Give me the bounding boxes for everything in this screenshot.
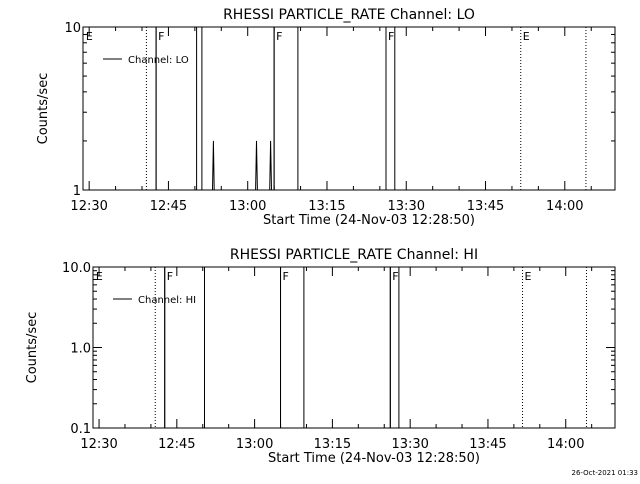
x-tick-label: 13:15 xyxy=(314,437,351,452)
y-axis-label: Counts/sec xyxy=(25,312,40,384)
y-tick-label: 1.0 xyxy=(70,342,91,357)
x-tick-label: 14:00 xyxy=(547,437,584,452)
event-marker-label: F xyxy=(167,270,173,283)
x-axis-label: Start Time (24-Nov-03 12:28:50) xyxy=(268,451,480,466)
event-marker-label: F xyxy=(158,30,164,43)
x-tick-label: 13:00 xyxy=(229,199,266,214)
x-tick-label: 13:15 xyxy=(308,199,345,214)
plot-frame xyxy=(92,266,616,429)
x-tick-label: 13:45 xyxy=(469,437,506,452)
x-tick-label: 12:45 xyxy=(158,437,195,452)
event-marker-label: F xyxy=(392,270,398,283)
x-axis-label: Start Time (24-Nov-03 12:28:50) xyxy=(263,213,475,228)
y-tick-label: 10 xyxy=(64,21,81,36)
event-marker-label: E xyxy=(525,270,532,283)
x-tick-label: 13:30 xyxy=(388,199,425,214)
legend-label: Channel: LO xyxy=(128,55,189,66)
series-line xyxy=(83,27,615,190)
x-tick-label: 12:30 xyxy=(70,199,107,214)
footer-timestamp: 26-Oct-2021 01:33 xyxy=(571,469,638,477)
plot-frame xyxy=(82,26,616,191)
x-tick-label: 12:30 xyxy=(80,437,117,452)
series-line xyxy=(93,267,615,428)
event-marker-label: F xyxy=(283,270,289,283)
y-tick-label: 1 xyxy=(73,184,81,199)
x-tick-label: 12:45 xyxy=(150,199,187,214)
x-tick-label: 14:00 xyxy=(546,199,583,214)
chart-title: RHESSI PARTICLE_RATE Channel: LO xyxy=(223,7,475,23)
x-tick-label: 13:30 xyxy=(391,437,428,452)
y-tick-label: 0.1 xyxy=(70,422,91,437)
event-marker-label: E xyxy=(96,270,103,283)
event-marker-label: F xyxy=(276,30,282,43)
event-marker-label: E xyxy=(523,30,530,43)
x-tick-label: 13:45 xyxy=(467,199,504,214)
y-axis-label: Counts/sec xyxy=(36,73,51,145)
event-marker-label: F xyxy=(388,30,394,43)
x-tick-label: 13:00 xyxy=(236,437,273,452)
chart-title: RHESSI PARTICLE_RATE Channel: HI xyxy=(230,247,478,263)
event-marker-label: E xyxy=(86,30,93,43)
legend-label: Channel: HI xyxy=(138,295,196,306)
y-tick-label: 10.0 xyxy=(62,261,91,276)
